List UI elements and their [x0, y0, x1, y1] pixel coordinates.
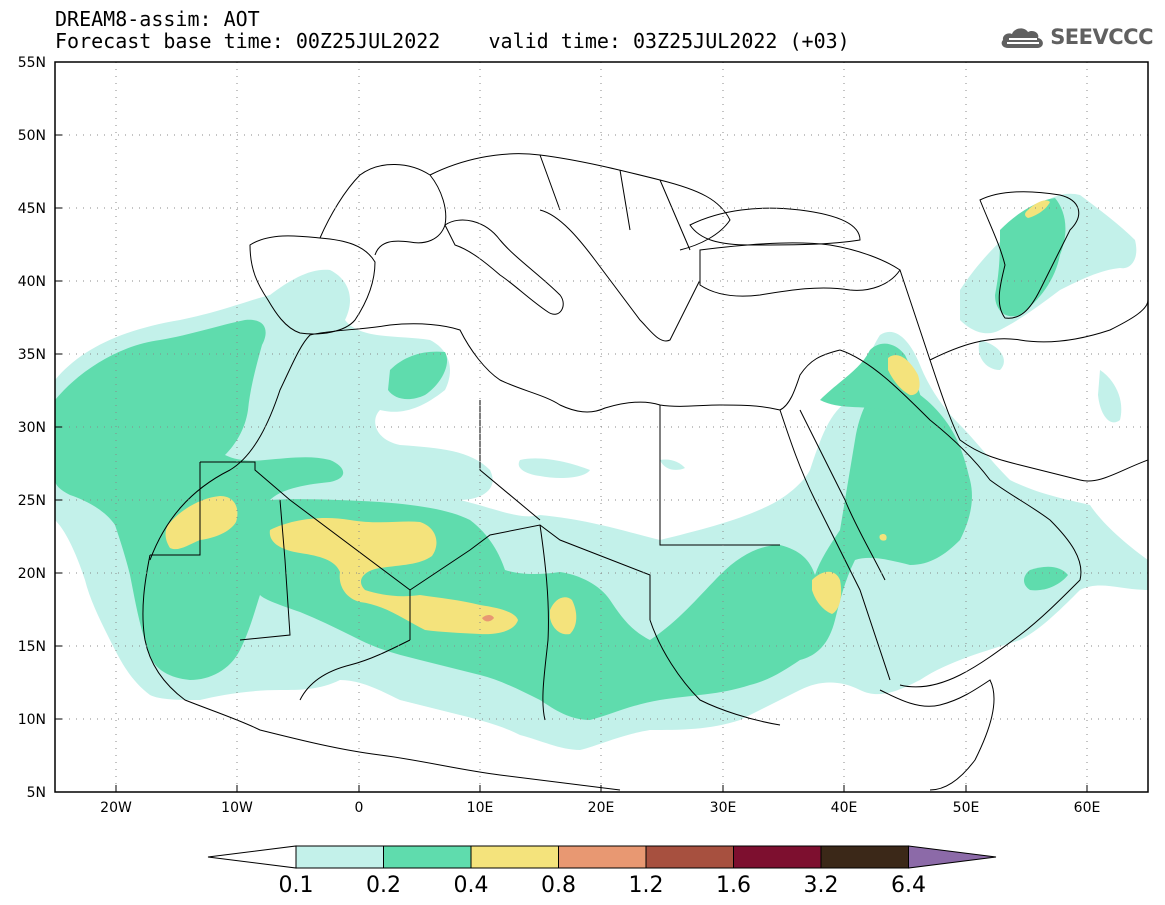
colorbar: 0.1 0.2 0.4 0.8 1.2 1.6 3.2 6.4 [207, 845, 997, 898]
lon-tick-label: 30E [710, 800, 737, 816]
colorbar-box [383, 845, 472, 869]
colorbar-label: 1.6 [716, 873, 751, 898]
base-time-label: Forecast base time: 00Z25JUL2022 [55, 29, 441, 53]
graticule [55, 62, 1148, 792]
lat-tick-label: 30N [18, 420, 46, 436]
lon-tick-label: 10W [221, 800, 253, 816]
lat-tick-label: 25N [18, 493, 46, 509]
colorbar-label: 3.2 [804, 873, 839, 898]
lat-tick-label: 10N [18, 712, 46, 728]
colorbar-under-arrow [207, 845, 297, 869]
lon-tick-label: 60E [1074, 800, 1101, 816]
lat-axis: 55N 50N 45N 40N 35N 30N 25N 20N 15N 10N … [18, 55, 62, 801]
lat-tick-label: 5N [27, 785, 46, 801]
lon-tick-label: 40E [831, 800, 858, 816]
colorbar-label: 0.4 [454, 873, 489, 898]
seevccc-logo: SEEVCCC [1000, 24, 1153, 50]
colorbar-label: 6.4 [891, 873, 926, 898]
lon-tick-label: 50E [953, 800, 980, 816]
lat-tick-label: 40N [18, 274, 46, 290]
map-subtitle: Forecast base time: 00Z25JUL2022 valid t… [55, 30, 850, 52]
map-title: DREAM8-assim: AOT [55, 7, 260, 31]
logo-text: SEEVCCC [1050, 25, 1153, 49]
lat-tick-label: 15N [18, 639, 46, 655]
colorbar-over-arrow [908, 845, 997, 869]
lat-tick-label: 35N [18, 347, 46, 363]
colorbar-box [733, 845, 822, 869]
lon-axis: 20W 10W 0 10E 20E 30E 40E 50E 60E [100, 785, 1100, 816]
lat-tick-label: 55N [18, 55, 46, 71]
valid-time-label: valid time: 03Z25JUL2022 (+03) [488, 29, 850, 53]
lon-tick-label: 10E [467, 800, 494, 816]
colorbar-label: 0.1 [279, 873, 314, 898]
lat-tick-label: 45N [18, 201, 46, 217]
lon-tick-label: 20E [588, 800, 615, 816]
country-borders [142, 153, 1148, 791]
lon-tick-label: 20W [100, 800, 132, 816]
colorbar-label: 1.2 [629, 873, 664, 898]
lat-tick-label: 20N [18, 566, 46, 582]
colorbar-box [558, 845, 647, 869]
aot-level-0-4 [165, 200, 1050, 635]
colorbar-box [470, 845, 559, 869]
colorbar-box [645, 845, 734, 869]
colorbar-box [295, 845, 384, 869]
colorbar-label: 0.2 [366, 873, 401, 898]
aot-contours [55, 153, 1148, 791]
colorbar-label: 0.8 [541, 873, 576, 898]
aot-level-0-8 [482, 615, 494, 622]
lon-tick-label: 0 [355, 800, 364, 816]
colorbar-box [820, 845, 909, 869]
cloud-logo-icon [1001, 28, 1044, 48]
lat-tick-label: 50N [18, 128, 46, 144]
